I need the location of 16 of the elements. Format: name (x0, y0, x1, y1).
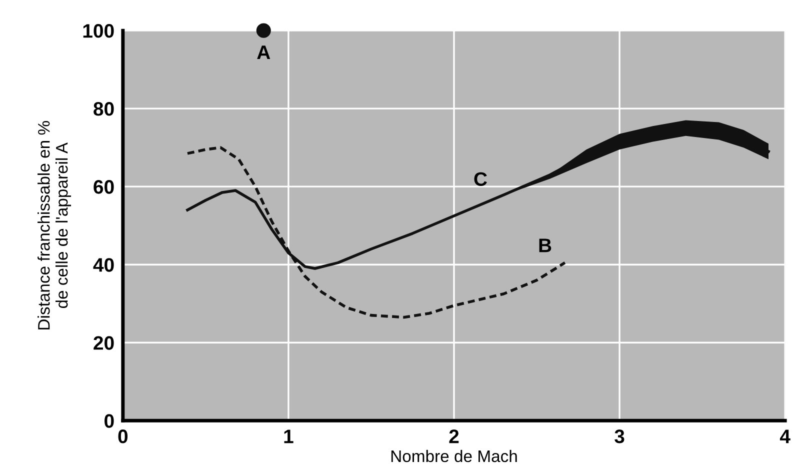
y-tick-label: 80 (94, 102, 114, 116)
y-tick-label: 40 (93, 258, 114, 272)
x-tick-label: 3 (614, 429, 624, 444)
y-tick-label: 100 (83, 24, 114, 38)
y-tick-label: 60 (94, 180, 114, 194)
series-label: B (539, 238, 552, 252)
y-tick-label: 20 (94, 336, 114, 350)
x-axis-title: Nombre de Mach (391, 450, 517, 462)
x-tick-label: 0 (118, 429, 128, 444)
y-tick-label: 0 (104, 414, 114, 428)
series-label: A (257, 46, 270, 59)
series-label: C (474, 172, 487, 186)
y-axis-title: Distance franchissable en % de celle de l'appareil A (38, 121, 72, 330)
x-tick-label: 2 (449, 429, 459, 444)
x-tick-label: 1 (284, 430, 294, 444)
x-tick-label: 4 (780, 430, 790, 444)
